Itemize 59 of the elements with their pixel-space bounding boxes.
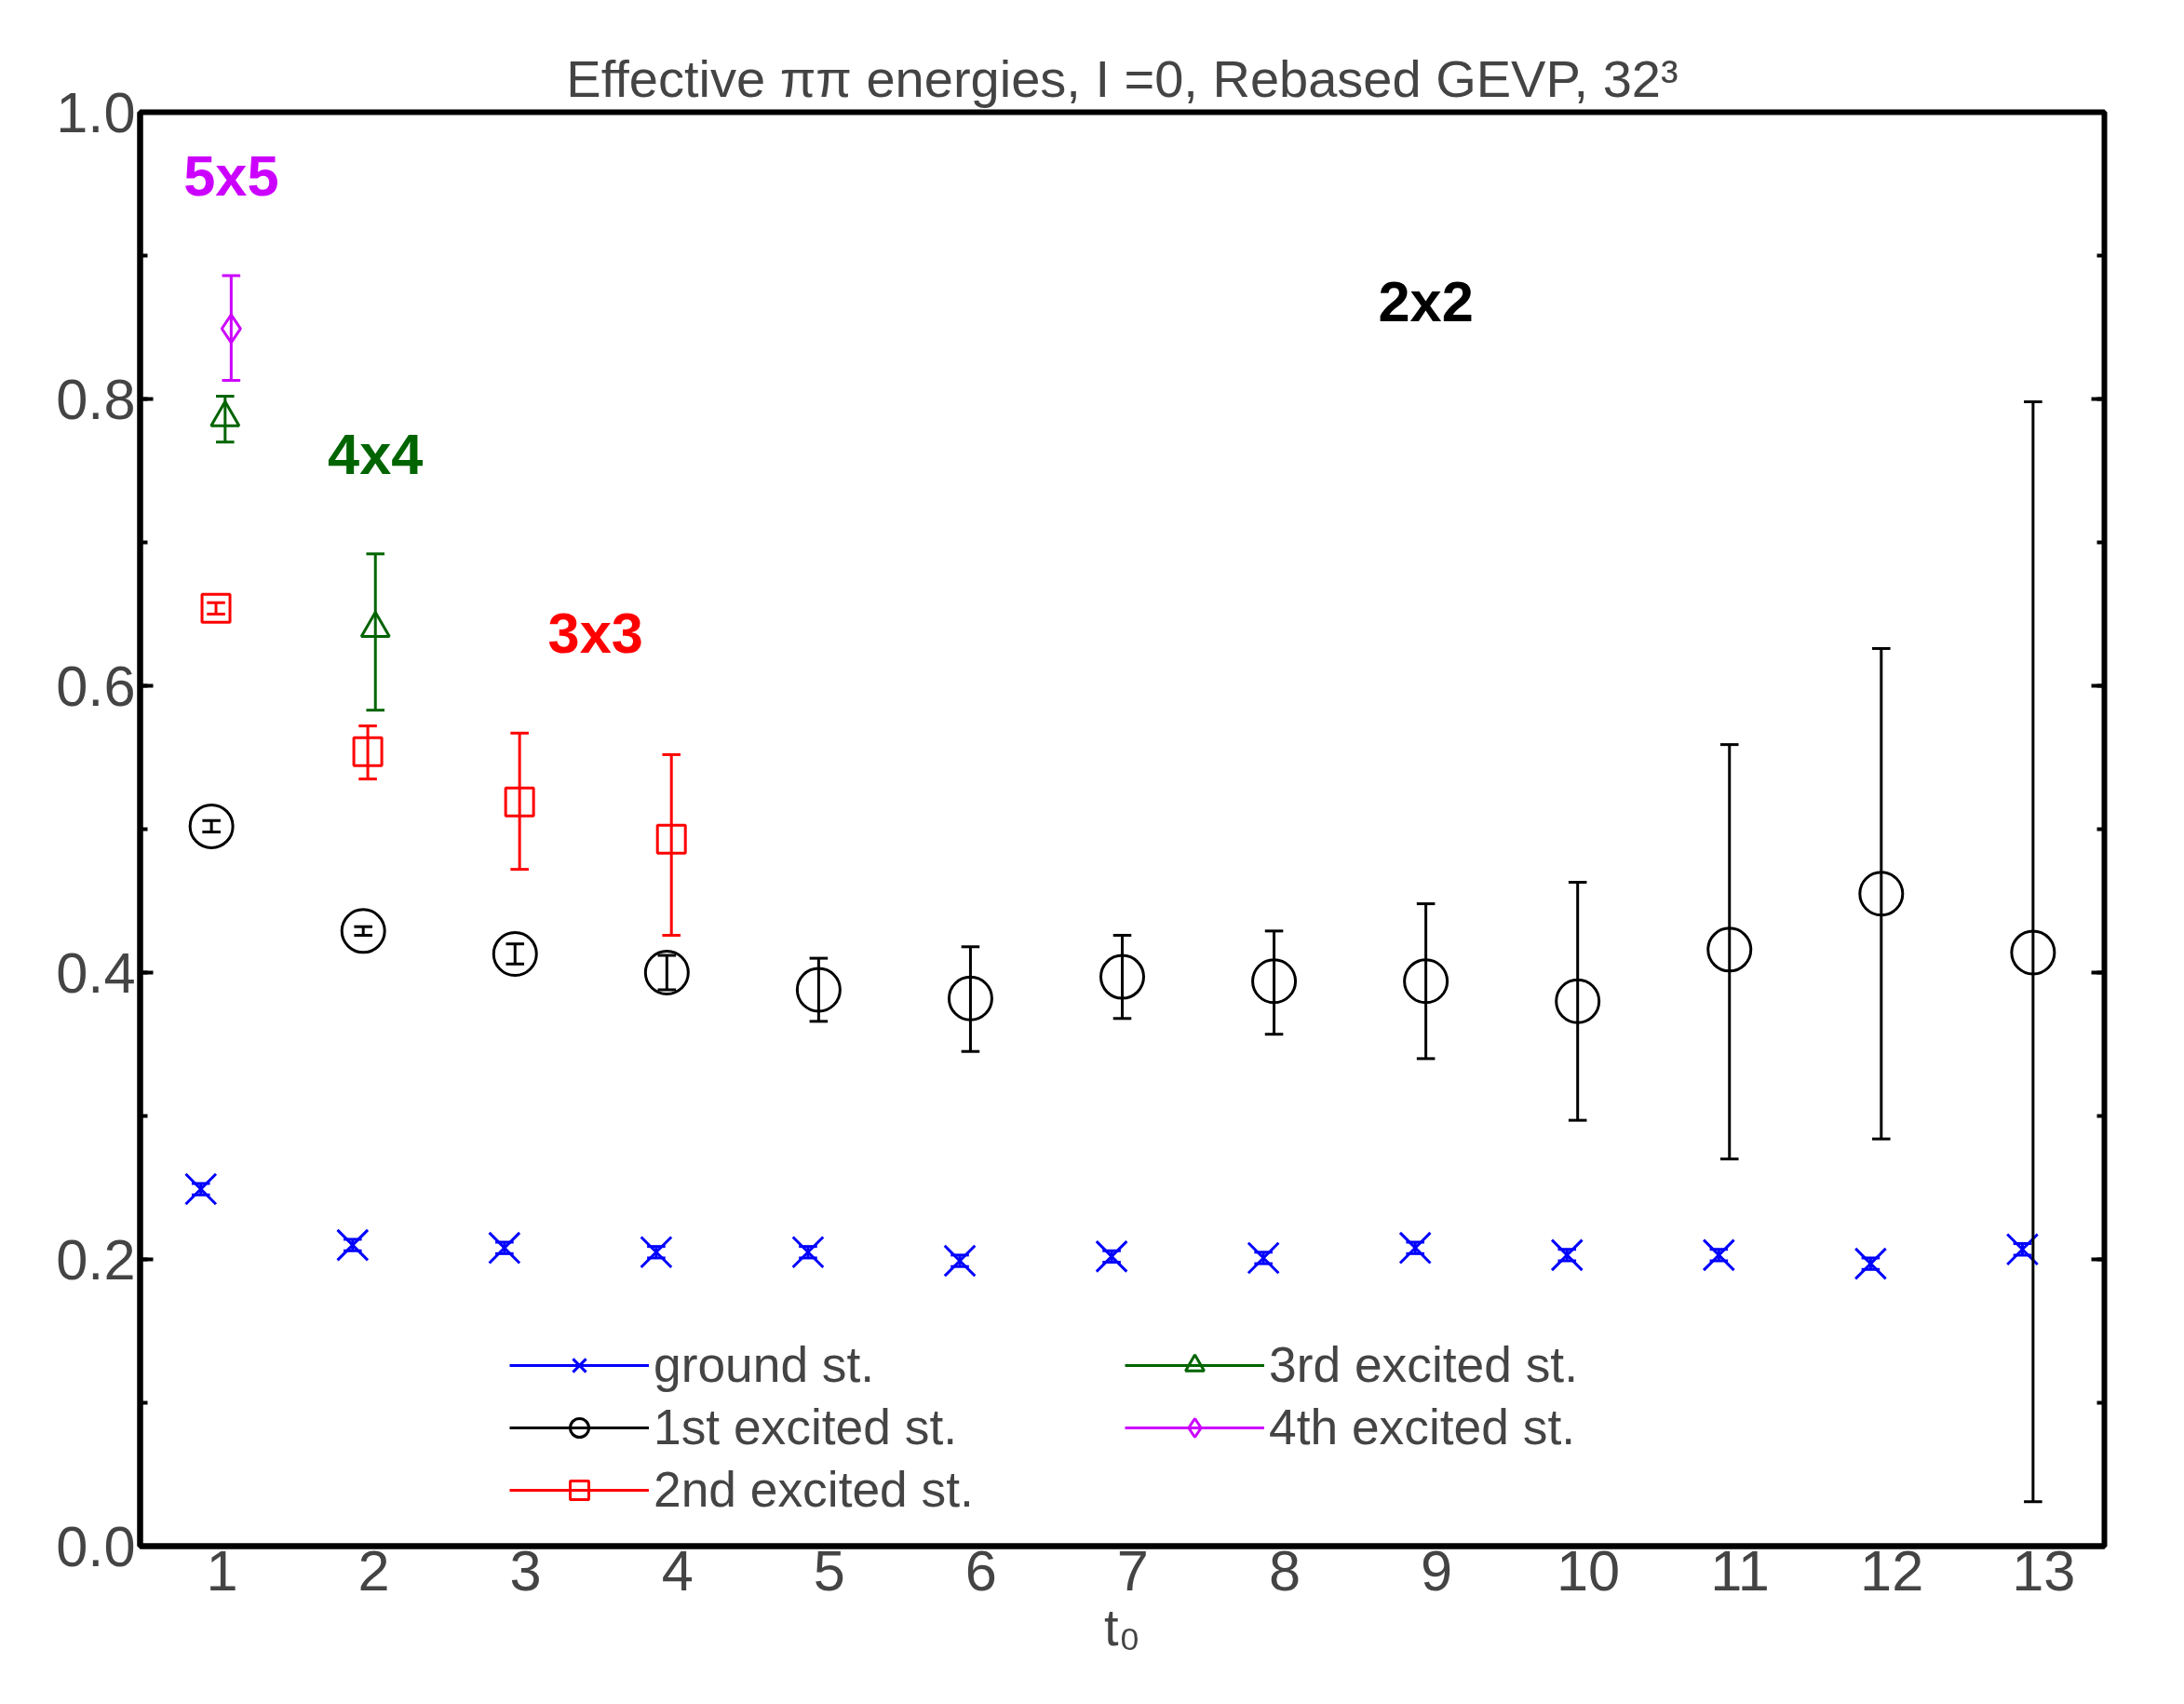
legend-label: 2nd excited st.	[654, 1461, 975, 1518]
point	[655, 823, 687, 855]
point	[791, 1236, 825, 1269]
annotation: 2x2	[1378, 269, 1474, 334]
x-tick-label: 9	[1420, 1537, 1453, 1603]
point	[2010, 929, 2056, 976]
point	[1247, 1241, 1280, 1275]
x-tick-label: 2	[357, 1537, 390, 1603]
point	[183, 1172, 218, 1206]
point	[1099, 953, 1145, 1000]
x-tick-label: 12	[1860, 1537, 1924, 1603]
x-tick-label: 11	[1710, 1537, 1770, 1603]
point	[2005, 1232, 2040, 1266]
x-tick-label: 1	[206, 1537, 238, 1603]
y-tick-label: 0.8	[56, 366, 136, 431]
x-tick-label: 13	[2012, 1537, 2076, 1603]
point	[640, 1236, 673, 1269]
legend-label: ground st.	[654, 1336, 876, 1393]
point	[504, 786, 535, 818]
point	[1555, 978, 1601, 1024]
legend-label: 1st excited st.	[654, 1399, 959, 1455]
y-tick-label: 0.6	[56, 653, 136, 718]
x-tick-label: 8	[1268, 1537, 1301, 1603]
point	[1095, 1239, 1128, 1274]
annotation: 3x3	[547, 601, 643, 666]
point	[188, 803, 235, 849]
point	[1858, 871, 1905, 917]
point	[943, 1244, 977, 1278]
chart-title: Effective ππ energies, I =0, Rebased GEVP, 32³	[566, 48, 1678, 108]
x-tick-label: 5	[813, 1537, 845, 1603]
point	[492, 931, 538, 977]
x-tick-label: 6	[964, 1537, 997, 1603]
point	[200, 592, 232, 624]
annotation: 5x5	[183, 142, 279, 208]
point	[340, 908, 386, 954]
point	[336, 1228, 370, 1262]
y-tick-label: 1.0	[56, 79, 136, 144]
y-tick-label: 0.2	[56, 1226, 136, 1292]
point	[1398, 1231, 1432, 1264]
point	[1706, 926, 1753, 973]
x-tick-label: 10	[1556, 1537, 1621, 1603]
point	[643, 950, 690, 995]
y-tick-label: 0.4	[56, 940, 136, 1005]
x-tick-label: 4	[661, 1537, 694, 1603]
legend-label: 3rd excited st.	[1269, 1336, 1579, 1393]
point	[947, 975, 993, 1021]
point	[1550, 1238, 1584, 1272]
point	[795, 967, 842, 1013]
point	[1702, 1238, 1736, 1272]
legend-label: 4th excited st.	[1269, 1399, 1577, 1455]
point	[1854, 1247, 1888, 1280]
y-tick-label: 0.0	[56, 1513, 136, 1578]
point	[352, 736, 384, 767]
point	[1403, 958, 1449, 1005]
point	[220, 313, 242, 345]
point	[488, 1231, 521, 1264]
annotation: 4x4	[328, 421, 424, 486]
x-tick-label: 3	[509, 1537, 542, 1603]
point	[1251, 958, 1298, 1005]
